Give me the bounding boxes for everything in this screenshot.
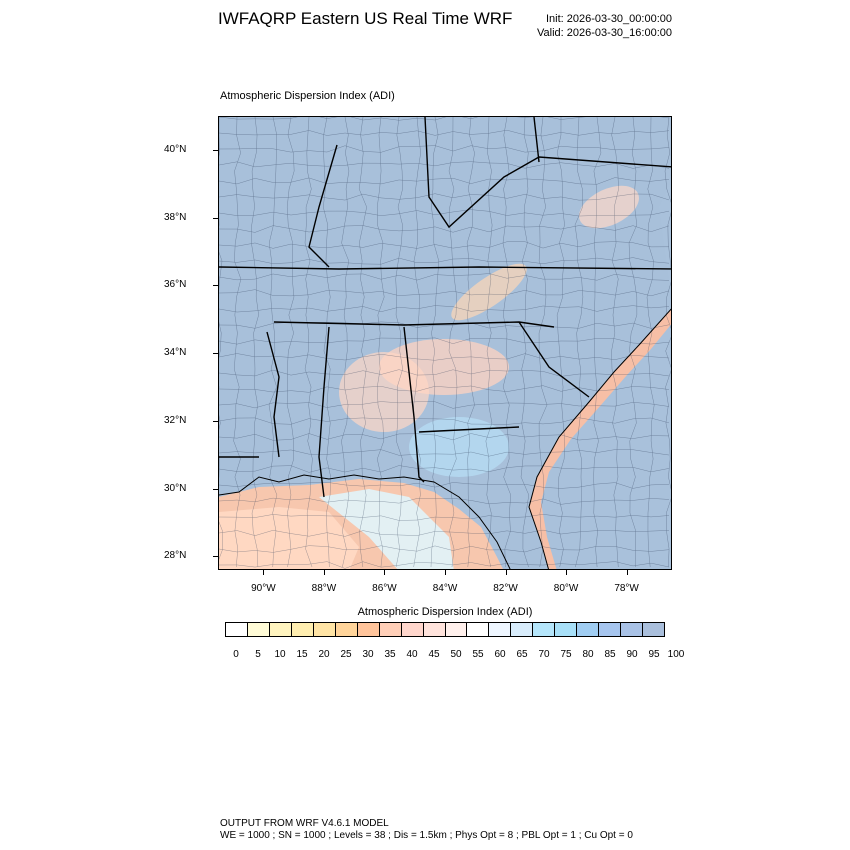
colorbar-label: 100	[667, 649, 685, 660]
colorbar-label: 50	[450, 649, 462, 660]
lon-tick-label: 78°W	[614, 583, 639, 594]
colorbar-swatch	[577, 623, 600, 636]
colorbar-swatch	[621, 623, 644, 636]
colorbar-swatch	[599, 623, 622, 636]
atlantic-coastline	[528, 308, 671, 569]
colorbar-swatch	[291, 623, 314, 636]
lon-tick-label: 80°W	[553, 583, 579, 594]
lon-tick-label: 90°W	[251, 583, 276, 594]
colorbar-swatch	[247, 623, 270, 636]
colorbar-swatch	[226, 623, 248, 636]
colorbar-label: 30	[362, 649, 374, 660]
warm-patch-virginia	[579, 185, 639, 229]
colorbar-swatch	[379, 623, 402, 636]
gulf-light-band	[319, 489, 454, 569]
map-title: IWFAQRP Eastern US Real Time WRF	[218, 9, 513, 28]
lon-tick-label: 86°W	[372, 583, 397, 594]
coastline	[219, 474, 511, 569]
lon-tick-mark	[263, 570, 265, 575]
lat-tick-label: 34°N	[164, 347, 187, 359]
map-canvas	[219, 117, 671, 569]
model-info-line2: WE = 1000 ; SN = 1000 ; Levels = 38 ; Di…	[220, 830, 633, 841]
colorbar-label: 10	[274, 649, 286, 660]
colorbar	[225, 622, 665, 637]
colorbar-swatch	[269, 623, 292, 636]
colorbar-label: 0	[233, 649, 239, 660]
lon-tick-mark	[566, 570, 568, 575]
warm-patch-appalachian	[451, 263, 527, 321]
field-label: Atmospheric Dispersion Index (ADI)	[220, 90, 395, 102]
colorbar-swatch	[401, 623, 424, 636]
lon-tick-label: 84°W	[432, 583, 458, 594]
lat-tick-label: 40°N	[164, 143, 187, 155]
lon-tick-mark	[505, 570, 507, 575]
gulf-pale-band	[219, 507, 359, 569]
lon-tick-mark	[626, 570, 628, 575]
colorbar-swatch	[511, 623, 534, 636]
lat-tick-mark	[213, 488, 218, 490]
lon-tick-label: 88°W	[311, 583, 337, 594]
model-info: OUTPUT FROM WRF V4.6.1 MODEL WE = 1000 ;…	[220, 818, 633, 842]
state-boundaries	[219, 117, 671, 498]
model-info-line1: OUTPUT FROM WRF V4.6.1 MODEL	[220, 818, 389, 829]
lat-tick-mark	[213, 285, 218, 287]
lat-tick-mark	[213, 149, 218, 151]
lat-tick-mark	[213, 217, 218, 219]
colorbar-swatch	[489, 623, 512, 636]
county-grid	[219, 117, 671, 569]
lat-tick-mark	[213, 420, 218, 422]
colorbar-swatch	[467, 623, 490, 636]
lon-tick-mark	[323, 570, 325, 575]
colorbar-swatch	[335, 623, 358, 636]
colorbar-label: 80	[582, 649, 594, 660]
colorbar-label: 75	[560, 649, 572, 660]
colorbar-label: 15	[296, 649, 308, 660]
lat-tick-label: 38°N	[164, 211, 187, 223]
lat-tick-label: 36°N	[164, 279, 187, 291]
lat-tick-label: 28°N	[164, 550, 187, 562]
colorbar-label: 90	[626, 649, 638, 660]
coastal-strip	[529, 309, 671, 569]
colorbar-swatch	[357, 623, 380, 636]
colorbar-swatch	[313, 623, 336, 636]
colorbar-label: 85	[604, 649, 616, 660]
colorbar-swatch	[445, 623, 468, 636]
lon-tick-label: 82°W	[493, 583, 518, 594]
lon-tick-mark	[384, 570, 386, 575]
colorbar-label: 45	[428, 649, 440, 660]
valid-time: Valid: 2026-03-30_16:00:00	[537, 27, 672, 39]
colorbar-label: 70	[538, 649, 550, 660]
map-panel	[218, 116, 672, 570]
lat-tick-label: 30°N	[164, 482, 187, 494]
init-time: Init: 2026-03-30_00:00:00	[546, 13, 672, 25]
colorbar-label: 20	[318, 649, 330, 660]
colorbar-label: 65	[516, 649, 528, 660]
colorbar-label: 55	[472, 649, 484, 660]
colorbar-title: Atmospheric Dispersion Index (ADI)	[357, 606, 533, 618]
lat-tick-mark	[213, 556, 218, 558]
colorbar-label: 95	[648, 649, 660, 660]
colorbar-swatch	[555, 623, 578, 636]
lon-tick-mark	[445, 570, 446, 575]
colorbar-label: 40	[406, 649, 418, 660]
colorbar-label: 35	[384, 649, 396, 660]
colorbar-swatch	[533, 623, 556, 636]
colorbar-swatch	[423, 623, 446, 636]
colorbar-label: 5	[255, 649, 261, 660]
lat-tick-mark	[213, 353, 218, 355]
colorbar-label: 25	[340, 649, 352, 660]
colorbar-swatch	[643, 623, 665, 636]
lat-tick-label: 32°N	[164, 414, 187, 426]
colorbar-label: 60	[494, 649, 506, 660]
